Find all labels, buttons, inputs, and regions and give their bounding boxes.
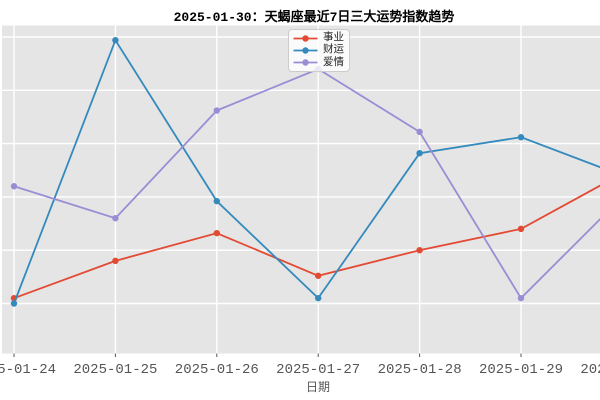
x-tick-label: 2025-01-27 xyxy=(276,362,361,378)
data-point-wealth xyxy=(517,134,525,141)
x-tick-label: 2025-01-30 xyxy=(580,362,600,378)
x-tick-label: 2025-01-24 xyxy=(0,362,57,378)
legend-label-wealth: 财运 xyxy=(323,44,344,57)
x-tick-label: 2025-01-29 xyxy=(478,362,564,378)
data-point-wealth xyxy=(315,294,322,302)
data-point-love xyxy=(10,183,18,190)
x-tick-label: 2025-01-28 xyxy=(377,362,462,378)
x-tick-label: 2025-01-25 xyxy=(73,362,158,378)
data-point-love xyxy=(416,128,423,136)
chart-legend: 事业 财运 爱情 xyxy=(288,29,350,72)
legend-item-career: 事业 xyxy=(293,32,349,44)
legend-item-love: 爱情 xyxy=(293,57,349,69)
data-point-career xyxy=(112,257,119,265)
legend-marker-love xyxy=(293,59,318,67)
data-point-wealth xyxy=(213,197,220,205)
data-point-career xyxy=(517,225,525,233)
data-point-career xyxy=(416,247,423,254)
data-point-love xyxy=(517,294,525,302)
x-axis-label: 日期 xyxy=(305,381,331,395)
legend-label-career: 事业 xyxy=(323,31,344,44)
data-point-career xyxy=(315,272,322,279)
data-point-wealth xyxy=(10,300,18,307)
data-point-love xyxy=(213,107,220,114)
legend-item-wealth: 财运 xyxy=(293,44,349,56)
x-tick-label: 2025-01-26 xyxy=(174,362,259,378)
plot-area xyxy=(2,25,600,354)
chart-title: 2025-01-30：天蝎座最近7日三大运势指数趋势 xyxy=(173,10,455,25)
legend-label-love: 爱情 xyxy=(323,56,344,69)
data-point-wealth xyxy=(112,36,119,44)
data-point-career xyxy=(213,229,220,237)
data-point-love xyxy=(112,215,119,222)
data-point-wealth xyxy=(416,149,423,157)
legend-marker-wealth xyxy=(293,47,318,54)
legend-marker-career xyxy=(293,34,318,42)
